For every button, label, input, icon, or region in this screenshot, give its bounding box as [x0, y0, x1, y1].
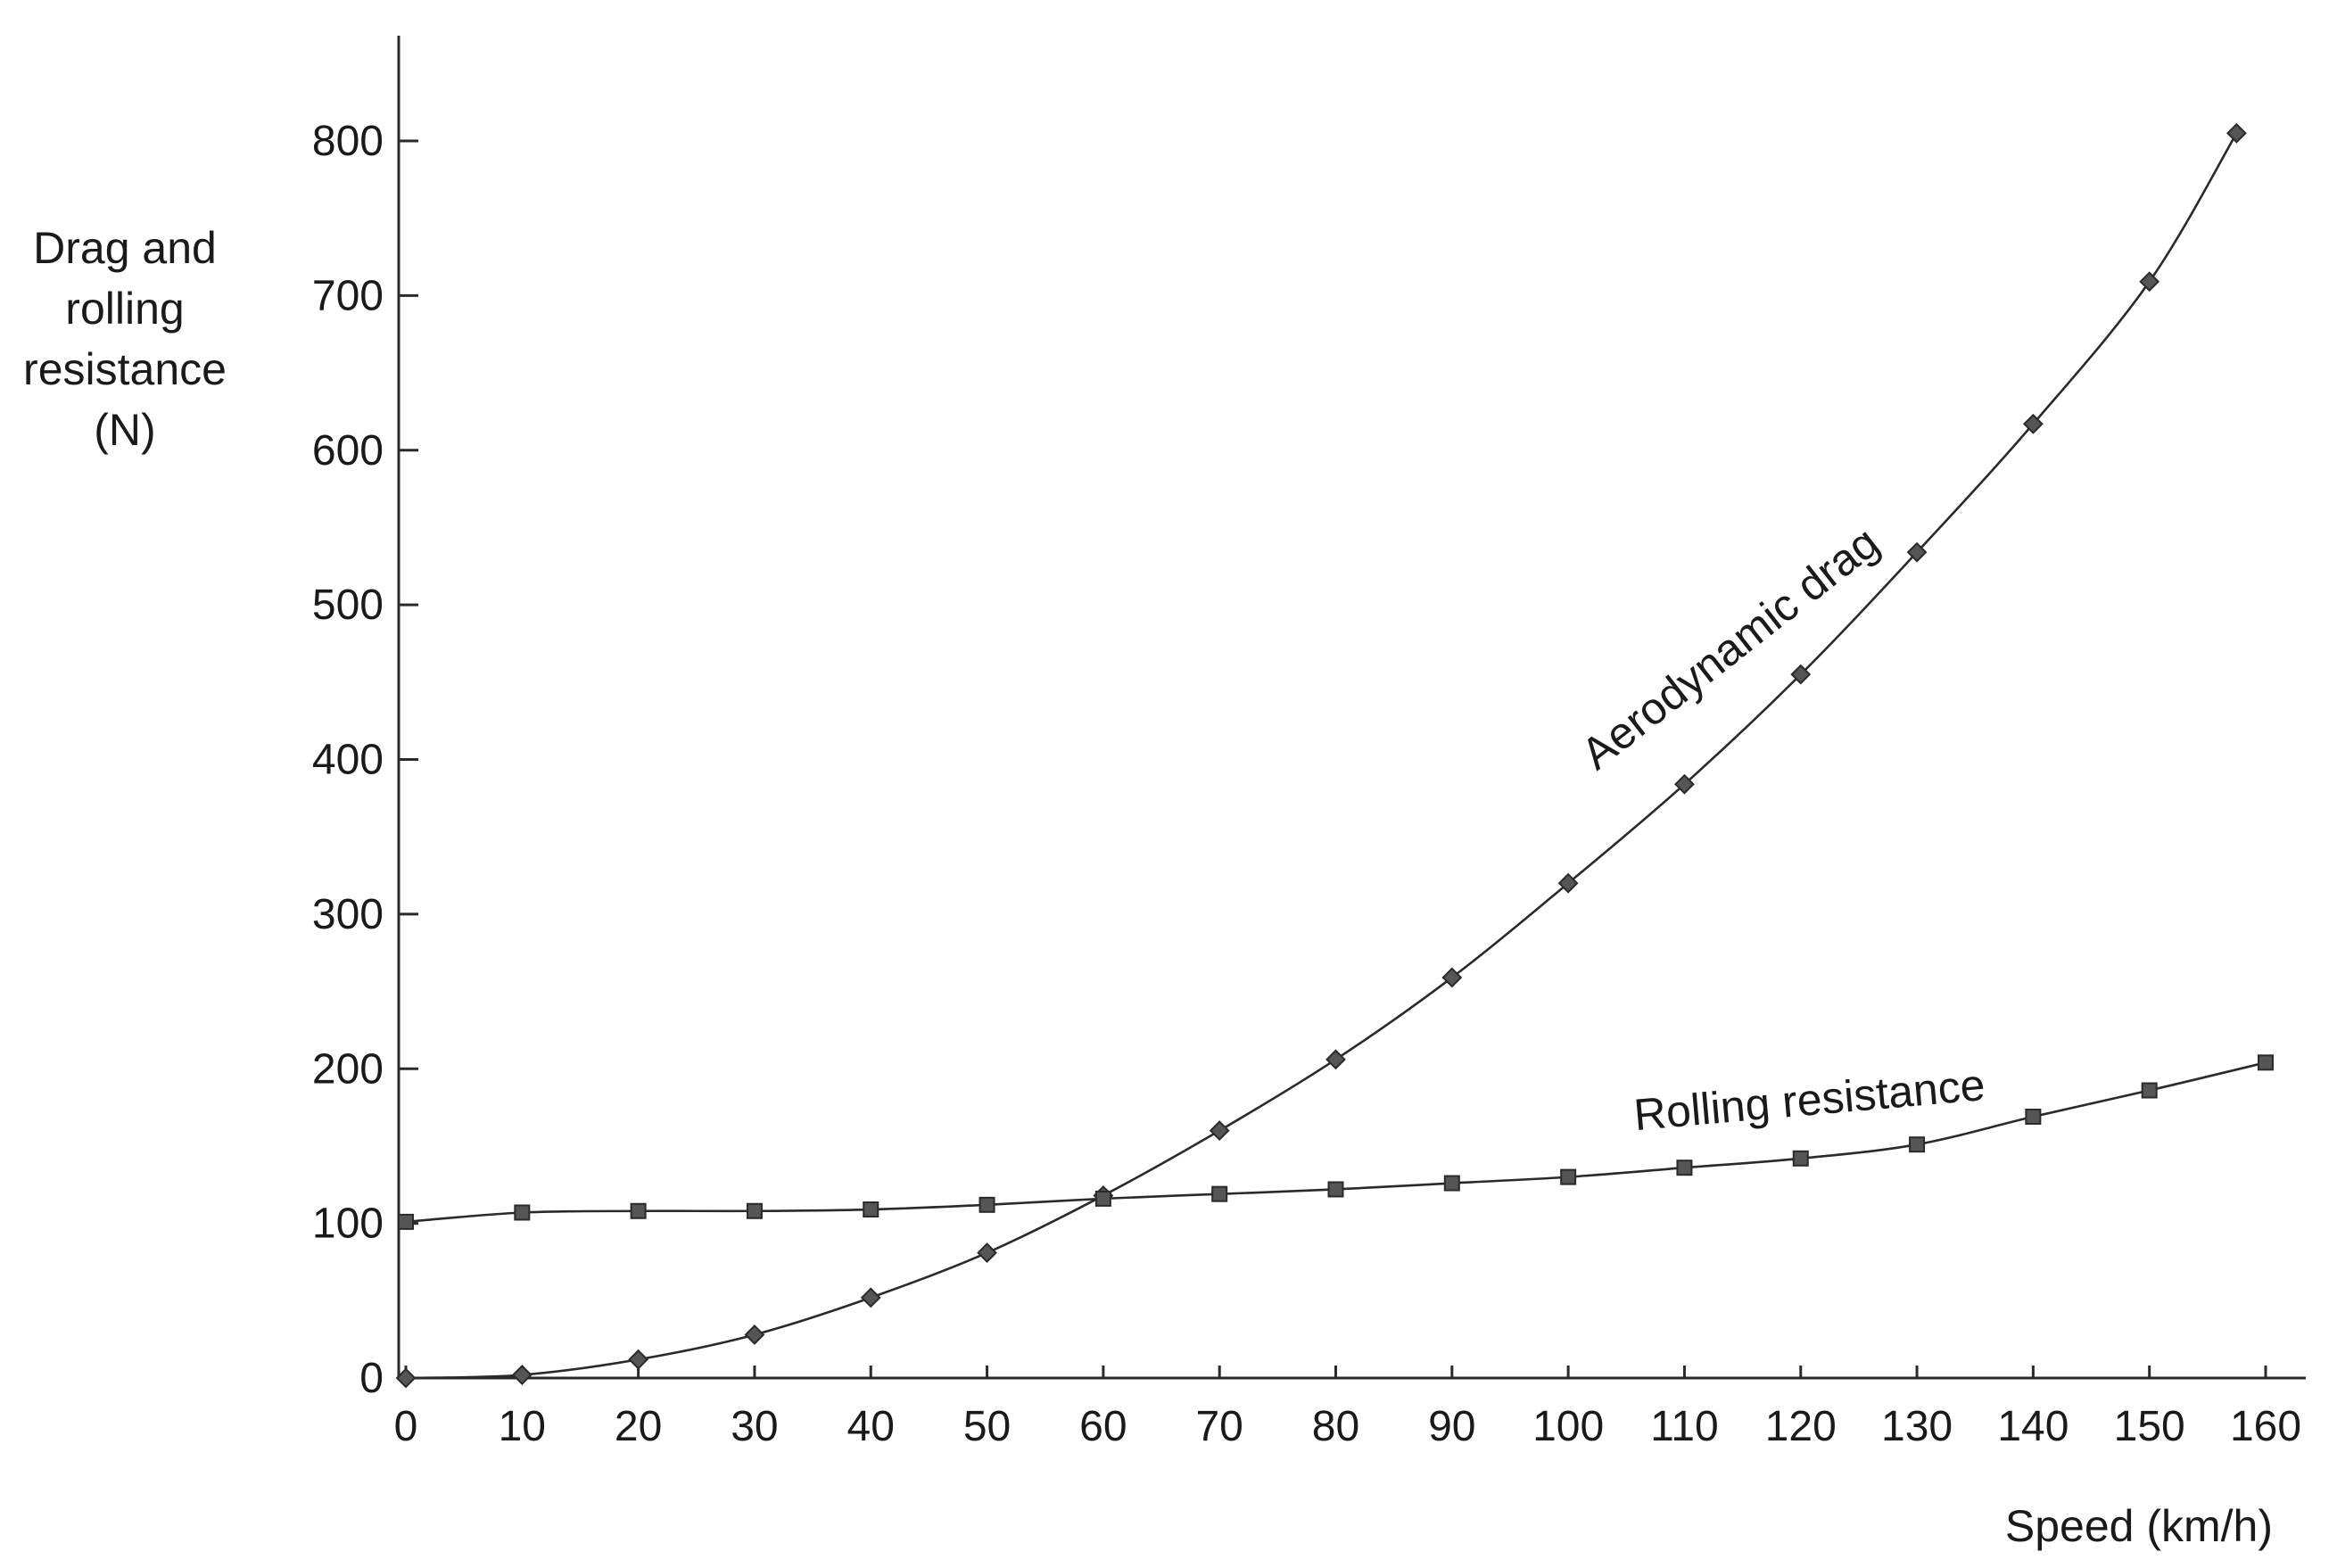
marker-rolling-resistance-10 — [514, 1204, 531, 1221]
x-axis-title: Speed (km/h) — [2005, 1501, 2273, 1551]
marker-rolling-resistance-70 — [1211, 1185, 1228, 1202]
y-tick-label-100: 100 — [312, 1201, 384, 1248]
marker-rolling-resistance-20 — [630, 1202, 647, 1219]
x-tick-label-120: 120 — [1765, 1403, 1837, 1450]
marker-aerodynamic-drag-157.5 — [2226, 122, 2247, 144]
marker-rolling-resistance-40 — [863, 1201, 879, 1218]
marker-aerodynamic-drag-100 — [1557, 872, 1579, 894]
y-tick-label-600: 600 — [312, 427, 384, 475]
marker-aerodynamic-drag-40 — [860, 1287, 881, 1308]
x-tick-label-160: 160 — [2230, 1403, 2301, 1450]
series-label-rolling-resistance: Rolling resistance — [1632, 1060, 1987, 1140]
marker-aerodynamic-drag-80 — [1325, 1049, 1346, 1070]
y-axis-title-line: resistance — [23, 344, 227, 394]
x-tick-label-100: 100 — [1532, 1403, 1604, 1450]
marker-aerodynamic-drag-90 — [1441, 967, 1463, 988]
marker-aerodynamic-drag-150 — [2139, 271, 2160, 293]
y-axis-title-line: Drag and — [33, 223, 217, 273]
y-tick-label-700: 700 — [312, 272, 384, 319]
line-aerodynamic-drag — [405, 132, 2238, 1380]
marker-rolling-resistance-130 — [1909, 1136, 1926, 1153]
y-axis-title: Drag and rolling resistance (N) — [23, 223, 227, 455]
x-tick-label-0: 0 — [394, 1403, 418, 1450]
axis-titles: Drag and rolling resistance (N) Speed (km/h… — [23, 223, 2273, 1551]
y-axis-title-line: (N) — [94, 405, 155, 455]
x-tick-label-70: 70 — [1195, 1403, 1243, 1450]
marker-aerodynamic-drag-70 — [1209, 1120, 1230, 1142]
marker-rolling-resistance-90 — [1443, 1175, 1460, 1192]
marker-rolling-resistance-100 — [1560, 1168, 1577, 1185]
x-tick-label-30: 30 — [731, 1403, 778, 1450]
y-tick-label-200: 200 — [312, 1045, 384, 1093]
y-tick-label-0: 0 — [359, 1355, 384, 1402]
marker-rolling-resistance-0 — [398, 1213, 414, 1230]
marker-rolling-resistance-60 — [1094, 1190, 1111, 1207]
marker-rolling-resistance-140 — [2025, 1108, 2042, 1125]
series-label-aerodynamic-drag: Aerodynamic drag — [1572, 517, 1887, 780]
marker-rolling-resistance-150 — [2141, 1082, 2158, 1099]
marker-aerodynamic-drag-110 — [1674, 773, 1695, 795]
x-tick-label-110: 110 — [1650, 1403, 1719, 1450]
marker-rolling-resistance-30 — [746, 1202, 763, 1219]
marker-rolling-resistance-80 — [1327, 1181, 1344, 1198]
x-tick-label-140: 140 — [1997, 1403, 2069, 1450]
marker-aerodynamic-drag-120 — [1790, 664, 1812, 685]
marker-aerodynamic-drag-30 — [744, 1325, 765, 1345]
marker-rolling-resistance-110 — [1676, 1159, 1693, 1176]
marker-aerodynamic-drag-20 — [628, 1349, 649, 1370]
x-tick-label-40: 40 — [847, 1403, 895, 1450]
y-tick-label-500: 500 — [312, 582, 384, 629]
axes — [397, 36, 2306, 1380]
x-tick-label-90: 90 — [1428, 1403, 1475, 1450]
x-tick-label-50: 50 — [963, 1403, 1011, 1450]
marker-aerodynamic-drag-50 — [977, 1242, 997, 1263]
marker-rolling-resistance-160 — [2258, 1054, 2274, 1071]
x-tick-label-80: 80 — [1312, 1403, 1359, 1450]
y-tick-label-400: 400 — [312, 737, 384, 784]
ticks: 0 100 200 300 400 500 600 700 800 0 10 20 30 40 50 60 70… — [312, 118, 2301, 1450]
y-tick-label-300: 300 — [312, 891, 384, 938]
marker-rolling-resistance-120 — [1792, 1150, 1809, 1167]
marker-aerodynamic-drag-140 — [2022, 413, 2044, 434]
x-tick-label-10: 10 — [499, 1403, 546, 1450]
marker-aerodynamic-drag-0 — [395, 1367, 417, 1389]
series-markers — [395, 122, 2274, 1389]
y-axis-title-line: rolling — [65, 284, 184, 334]
x-tick-label-130: 130 — [1881, 1403, 1953, 1450]
x-tick-label-20: 20 — [615, 1403, 662, 1450]
marker-rolling-resistance-50 — [979, 1196, 995, 1213]
x-tick-label-150: 150 — [2114, 1403, 2185, 1450]
x-tick-label-60: 60 — [1079, 1403, 1127, 1450]
line-rolling-resistance — [405, 1061, 2267, 1224]
marker-aerodynamic-drag-130 — [1906, 541, 1928, 563]
y-tick-label-800: 800 — [312, 118, 384, 165]
marker-aerodynamic-drag-10 — [511, 1365, 533, 1385]
